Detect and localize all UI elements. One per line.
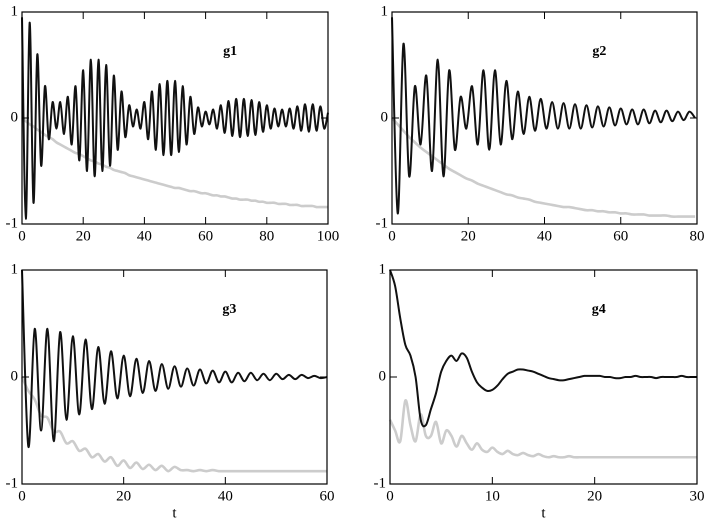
y-tick-label: 1 xyxy=(379,261,387,277)
x-tick-label: 20 xyxy=(461,228,476,244)
y-tick-label: -1 xyxy=(6,475,19,491)
x-tick-label: 40 xyxy=(537,228,552,244)
y-tick-label: 0 xyxy=(11,368,19,384)
x-tick-label: 0 xyxy=(18,488,26,504)
x-tick-label: 20 xyxy=(587,488,602,504)
y-tick-label: 1 xyxy=(11,3,19,19)
data-line xyxy=(21,269,328,448)
data-line xyxy=(391,17,696,215)
x-axis-label: t xyxy=(541,505,546,521)
y-tick-label: -1 xyxy=(376,215,389,231)
data-line xyxy=(20,376,327,473)
panel-title: g2 xyxy=(592,44,606,59)
x-tick-label: 60 xyxy=(613,228,628,244)
y-tick-label: 0 xyxy=(381,109,389,125)
y-tick-label: -1 xyxy=(6,215,19,231)
x-tick-label: 80 xyxy=(690,228,705,244)
y-tick-label: 1 xyxy=(11,261,19,277)
panel-title: g4 xyxy=(592,302,606,317)
x-tick-label: 60 xyxy=(320,488,335,504)
x-tick-label: 80 xyxy=(259,228,274,244)
data-line xyxy=(21,17,329,220)
y-tick-label: -1 xyxy=(374,475,387,491)
x-tick-label: 0 xyxy=(388,228,396,244)
x-tick-label: 40 xyxy=(218,488,233,504)
data-line xyxy=(391,117,696,218)
plot-frame xyxy=(21,11,329,225)
x-tick-label: 0 xyxy=(18,228,26,244)
x-axis-label: t xyxy=(172,505,177,521)
data-line xyxy=(21,116,328,209)
data-line xyxy=(388,399,697,459)
plot-frame xyxy=(21,269,328,485)
panel-title: g1 xyxy=(223,44,237,59)
panel-title: g3 xyxy=(222,302,236,317)
y-tick-label: 0 xyxy=(11,109,19,125)
x-tick-label: 0 xyxy=(386,488,394,504)
x-tick-label: 40 xyxy=(137,228,152,244)
y-tick-label: 1 xyxy=(381,3,389,19)
data-line xyxy=(389,269,697,428)
x-tick-label: 60 xyxy=(198,228,213,244)
x-tick-label: 10 xyxy=(485,488,500,504)
x-tick-label: 20 xyxy=(116,488,131,504)
y-tick-label: 0 xyxy=(379,368,387,384)
x-tick-label: 100 xyxy=(317,228,340,244)
x-tick-label: 20 xyxy=(76,228,91,244)
x-tick-label: 30 xyxy=(690,488,705,504)
